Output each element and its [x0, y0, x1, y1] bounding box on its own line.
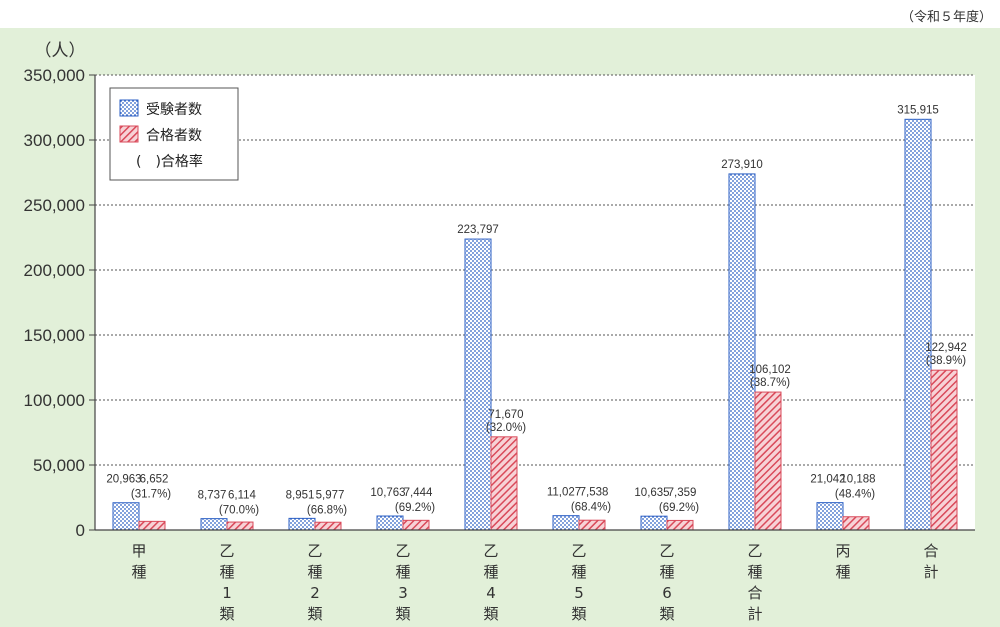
y-tick-label: 300,000 [24, 131, 85, 150]
data-label-passers: 6,652 [140, 474, 169, 486]
bar-passers [490, 436, 518, 531]
x-category-label: 合計 [923, 542, 938, 581]
bar-passers [402, 519, 430, 531]
x-category-label: 丙種 [835, 542, 850, 581]
y-tick-label: 150,000 [24, 326, 85, 345]
y-tick-label: 350,000 [24, 66, 85, 85]
bar-examinees [112, 502, 140, 531]
data-label-passers: 106,102 [749, 364, 791, 376]
legend-label-examinees: 受験者数 [146, 102, 202, 118]
data-label-pass-rate: (69.2%) [659, 502, 699, 514]
bar-examinees [288, 517, 316, 531]
data-label-pass-rate: (31.7%) [131, 489, 171, 501]
data-label-passers: 5,977 [316, 489, 345, 501]
data-label-examinees: 21,042 [810, 474, 845, 486]
data-label-pass-rate: (68.4%) [571, 502, 611, 514]
data-label-examinees: 223,797 [457, 224, 499, 236]
x-category-label: 乙種 4 類 [483, 542, 498, 623]
legend-label-pass-rate: ( )合格率 [136, 153, 203, 170]
data-label-passers: 71,670 [488, 409, 523, 421]
plot-area [95, 75, 975, 530]
bar-examinees [728, 173, 756, 531]
data-label-passers: 7,359 [668, 487, 697, 499]
x-category-label: 乙種合計 [747, 542, 762, 623]
legend-swatch-passers [119, 125, 139, 143]
y-tick-label: 200,000 [24, 261, 85, 280]
data-label-examinees: 11,027 [547, 487, 581, 499]
bar-examinees [464, 238, 492, 531]
data-label-pass-rate: (38.7%) [750, 377, 790, 389]
bar-passers [666, 519, 694, 531]
bar-passers [578, 519, 606, 531]
data-label-pass-rate: (66.8%) [307, 504, 347, 516]
data-label-pass-rate: (69.2%) [395, 502, 435, 514]
data-label-examinees: 20,963 [106, 474, 141, 486]
bar-examinees [904, 118, 932, 531]
data-label-examinees: 8,951 [286, 489, 315, 501]
bar-examinees [552, 515, 580, 531]
fiscal-year-note: （令和５年度） [900, 10, 992, 25]
data-label-examinees: 10,635 [634, 487, 669, 499]
bar-passers [138, 520, 166, 531]
data-label-passers: 6,114 [228, 490, 257, 502]
y-axis-unit: （人） [35, 41, 86, 60]
x-category-label: 乙種 1 類 [219, 542, 234, 623]
x-category-label: 乙種 6 類 [659, 542, 674, 623]
data-label-passers: 10,188 [840, 474, 875, 486]
data-label-pass-rate: (48.4%) [835, 489, 875, 501]
bar-passers [314, 521, 342, 531]
bar-passers [930, 369, 958, 531]
data-label-examinees: 273,910 [721, 159, 763, 171]
y-tick-label: 0 [76, 521, 85, 540]
data-label-passers: 122,942 [925, 342, 967, 354]
x-category-label: 乙種 3 類 [395, 542, 410, 623]
data-label-pass-rate: (70.0%) [219, 505, 259, 517]
y-tick-label: 50,000 [33, 456, 85, 475]
legend-swatch-examinees [119, 99, 139, 117]
data-label-examinees: 10,763 [370, 487, 405, 499]
y-tick-label: 100,000 [24, 391, 85, 410]
bar-examinees [376, 515, 404, 531]
data-label-pass-rate: (32.0%) [486, 422, 526, 434]
x-category-label: 甲種 [131, 542, 146, 581]
bar-examinees [200, 518, 228, 531]
data-label-passers: 7,538 [580, 487, 609, 499]
bar-passers [226, 521, 254, 531]
x-category-label: 乙種 5 類 [571, 542, 586, 623]
bar-passers [754, 391, 782, 531]
x-category-label: 乙種 2 類 [307, 542, 322, 623]
data-label-examinees: 315,915 [897, 104, 939, 116]
bar-passers [842, 516, 870, 531]
y-tick-label: 250,000 [24, 196, 85, 215]
legend-label-passers: 合格者数 [146, 128, 202, 144]
bar-examinees [816, 502, 844, 531]
data-label-pass-rate: (38.9%) [926, 355, 966, 367]
data-label-examinees: 8,737 [198, 490, 227, 502]
bar-examinees [640, 515, 668, 531]
data-label-passers: 7,444 [404, 487, 433, 499]
